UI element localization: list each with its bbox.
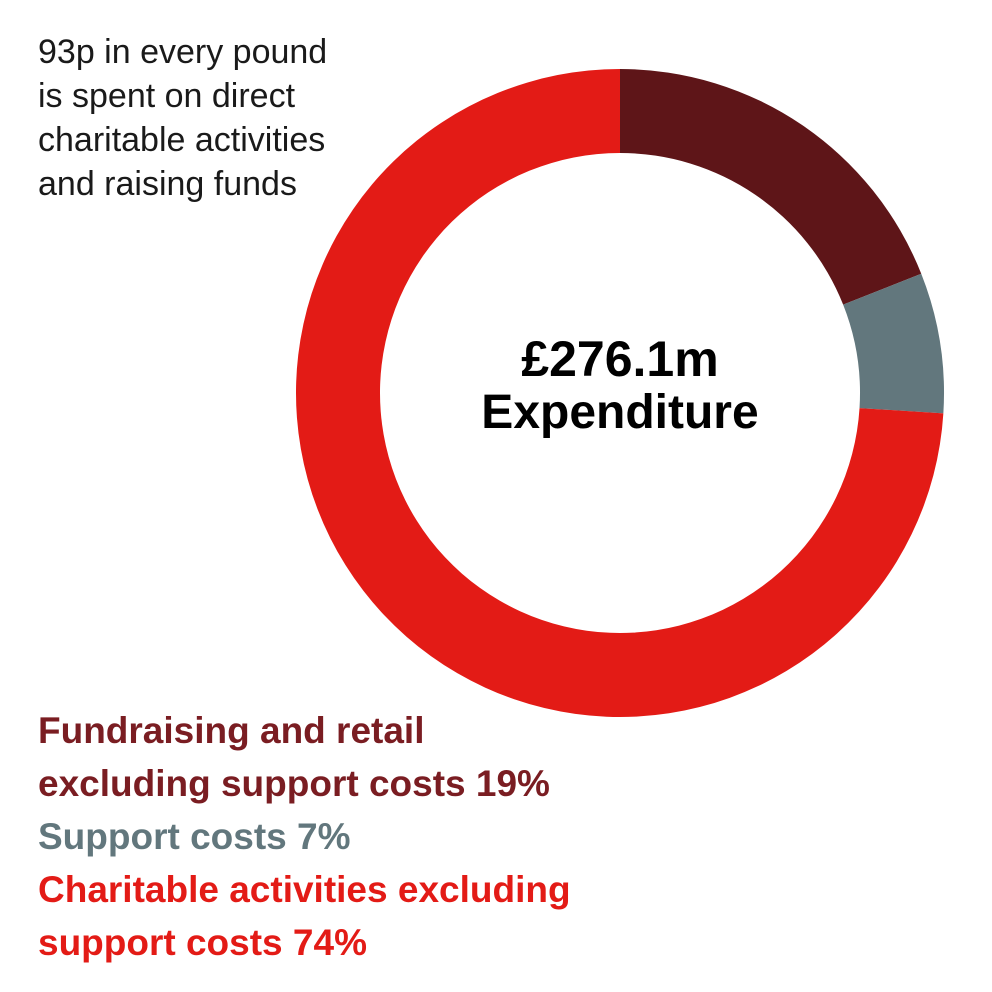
legend-line: support costs 74% bbox=[38, 922, 367, 963]
legend-line: Fundraising and retail bbox=[38, 710, 425, 751]
intro-line: 93p in every pound bbox=[38, 33, 328, 71]
legend-entry: Support costs 7% bbox=[38, 810, 968, 863]
legend: Fundraising and retail excluding support … bbox=[38, 704, 968, 969]
intro-text: 93p in every pound is spent on direct ch… bbox=[38, 30, 398, 206]
intro-line: is spent on direct bbox=[38, 77, 296, 115]
legend-entry: Fundraising and retail excluding support … bbox=[38, 704, 968, 810]
legend-line: excluding support costs 19% bbox=[38, 763, 550, 804]
total-caption: Expenditure bbox=[481, 386, 759, 439]
donut-slice-1 bbox=[843, 273, 944, 414]
total-amount: £276.1m bbox=[521, 331, 719, 387]
legend-line: Support costs 7% bbox=[38, 816, 351, 857]
legend-line: Charitable activities excluding bbox=[38, 869, 571, 910]
intro-line: and raising funds bbox=[38, 165, 297, 203]
center-label: £276.1m Expenditure bbox=[420, 332, 820, 440]
intro-line: charitable activities bbox=[38, 121, 326, 159]
legend-entry: Charitable activities excluding support c… bbox=[38, 863, 968, 969]
donut-slice-0 bbox=[620, 69, 922, 305]
